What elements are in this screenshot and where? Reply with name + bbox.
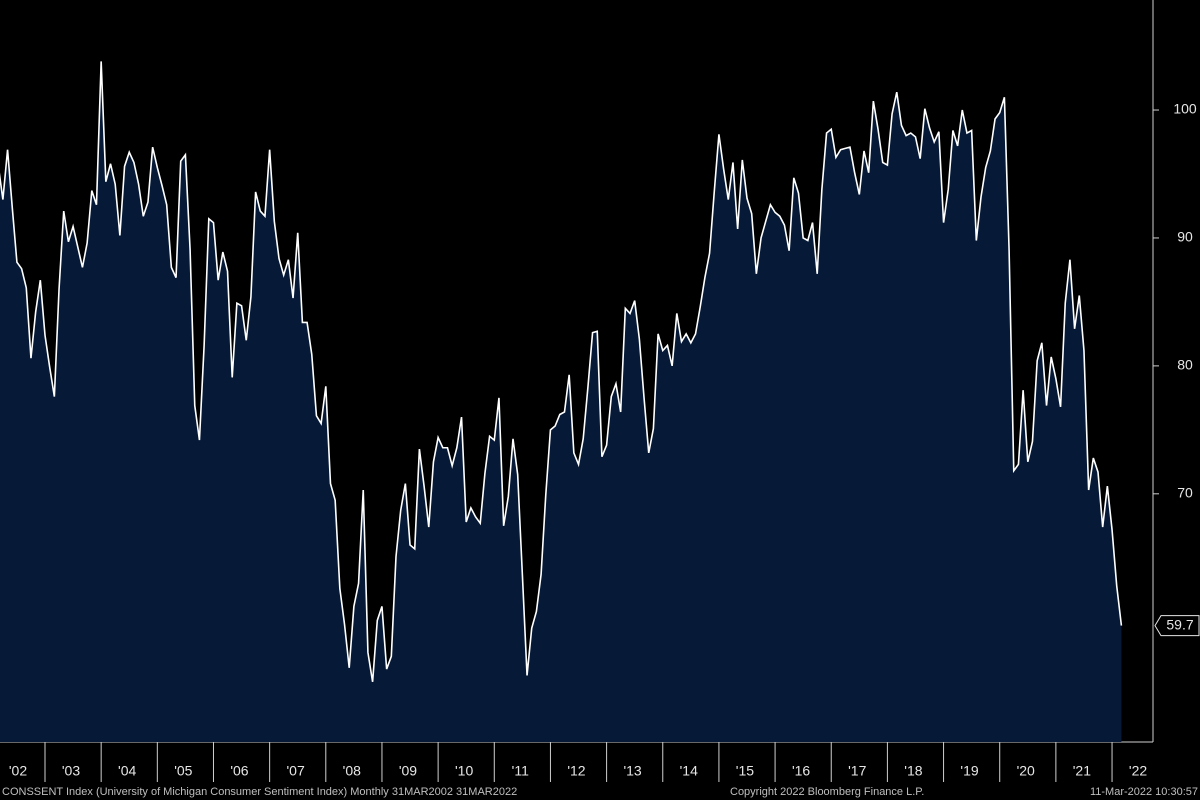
last-value-box — [1154, 615, 1200, 637]
y-tick-label: 70 — [1177, 485, 1193, 501]
line — [0, 61, 1123, 682]
x-tick-label: '12 — [567, 763, 585, 779]
x-tick-label: '15 — [736, 763, 754, 779]
y-tick-label: 80 — [1177, 357, 1193, 373]
x-tick-label: '10 — [455, 763, 473, 779]
x-tick-label: '13 — [623, 763, 641, 779]
x-tick-label: '18 — [904, 763, 922, 779]
x-tick-label: '22 — [1129, 763, 1147, 779]
last-value-label: 59.7 — [1166, 616, 1193, 632]
x-tick-label: '14 — [680, 763, 698, 779]
footer-timestamp: 11-Mar-2022 10:30:57 — [1090, 786, 1198, 798]
x-tick-label: '03 — [62, 763, 80, 779]
x-tick-label: '20 — [1017, 763, 1035, 779]
x-tick-label: '17 — [848, 763, 866, 779]
x-tick-label: '19 — [960, 763, 978, 779]
footer-copyright: Copyright 2022 Bloomberg Finance L.P. — [730, 786, 924, 798]
x-tick-label: '08 — [343, 763, 361, 779]
x-tick-label: '21 — [1073, 763, 1091, 779]
area — [0, 61, 1122, 742]
y-tick-label: 100 — [1173, 101, 1197, 117]
x-tick-label: '04 — [118, 763, 136, 779]
x-tick-label: '07 — [287, 763, 305, 779]
y-tick-label: 90 — [1177, 229, 1193, 245]
x-tick-label: '02 — [9, 763, 27, 779]
x-tick-label: '11 — [512, 763, 529, 779]
x-tick-label: '06 — [230, 763, 248, 779]
x-tick-label: '16 — [792, 763, 810, 779]
x-tick-label: '09 — [399, 763, 417, 779]
x-tick-label: '05 — [174, 763, 192, 779]
footer-source: CONSSENT Index (University of Michigan C… — [2, 786, 517, 798]
